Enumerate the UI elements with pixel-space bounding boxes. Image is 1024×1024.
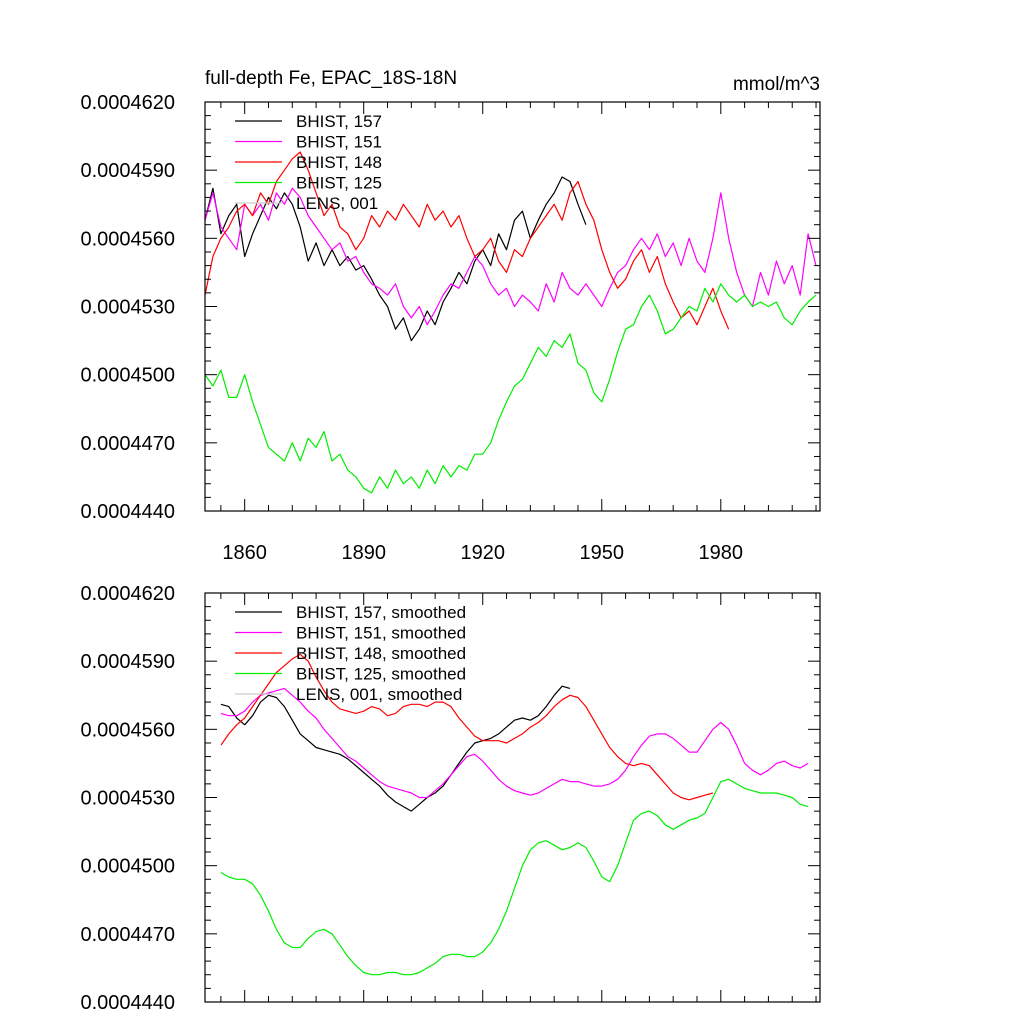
chart-title: full-depth Fe, EPAC_18S-18N xyxy=(205,68,457,89)
y-tick-label: 0.0004500 xyxy=(80,856,175,878)
legend-entry: BHIST, 157 xyxy=(296,112,382,131)
y-tick-label: 0.0004590 xyxy=(80,160,175,182)
y-tick-label: 0.0004440 xyxy=(80,501,175,523)
y-tick-label: 0.0004590 xyxy=(80,651,175,673)
x-tick-label: 1980 xyxy=(699,542,744,564)
x-tick-label: 1860 xyxy=(222,542,267,564)
legend-entry: BHIST, 151, smoothed xyxy=(296,624,466,643)
legend-entry: BHIST, 157, smoothed xyxy=(296,603,466,622)
x-tick-label: 1890 xyxy=(341,542,386,564)
legend-entry: LENS, 001, smoothed xyxy=(296,685,462,704)
y-tick-label: 0.0004560 xyxy=(80,228,175,250)
series-line xyxy=(204,176,587,342)
series-line xyxy=(204,151,730,330)
legend-entry: BHIST, 125, smoothed xyxy=(296,665,466,684)
x-tick-label: 1920 xyxy=(460,542,505,564)
series-line xyxy=(204,187,817,326)
panel-top: 0.0004440 0.0004470 0.0004500 0.0004530 0.00… xyxy=(80,68,821,564)
legend-entry: BHIST, 151 xyxy=(296,133,382,152)
y-tick-label: 0.0004530 xyxy=(80,297,175,319)
y-tick-label: 0.0004500 xyxy=(80,365,175,387)
legend-entry: BHIST, 125 xyxy=(296,174,382,193)
y-tick-label: 0.0004620 xyxy=(80,92,175,114)
y-tick-label: 0.0004470 xyxy=(80,433,175,455)
legend-entry: LENS, 001 xyxy=(296,194,378,213)
y-tick-label: 0.0004560 xyxy=(80,719,175,741)
legend-entry: BHIST, 148, smoothed xyxy=(296,644,466,663)
y-tick-label: 0.0004440 xyxy=(80,992,175,1014)
units-label: mmol/m^3 xyxy=(733,74,820,95)
legend-entry: BHIST, 148 xyxy=(296,153,382,172)
x-tick-label: 1950 xyxy=(580,542,625,564)
y-tick-label: 0.0004470 xyxy=(80,924,175,946)
series-line xyxy=(204,283,817,494)
series-line xyxy=(220,685,571,812)
series-line xyxy=(220,653,714,801)
panel-bottom: 0.0004440 0.0004470 0.0004500 0.0004530 0.00… xyxy=(80,583,821,1014)
y-tick-label: 0.0004530 xyxy=(80,788,175,810)
y-tick-label: 0.0004620 xyxy=(80,583,175,605)
series-line xyxy=(220,778,809,976)
series-line xyxy=(220,687,809,799)
